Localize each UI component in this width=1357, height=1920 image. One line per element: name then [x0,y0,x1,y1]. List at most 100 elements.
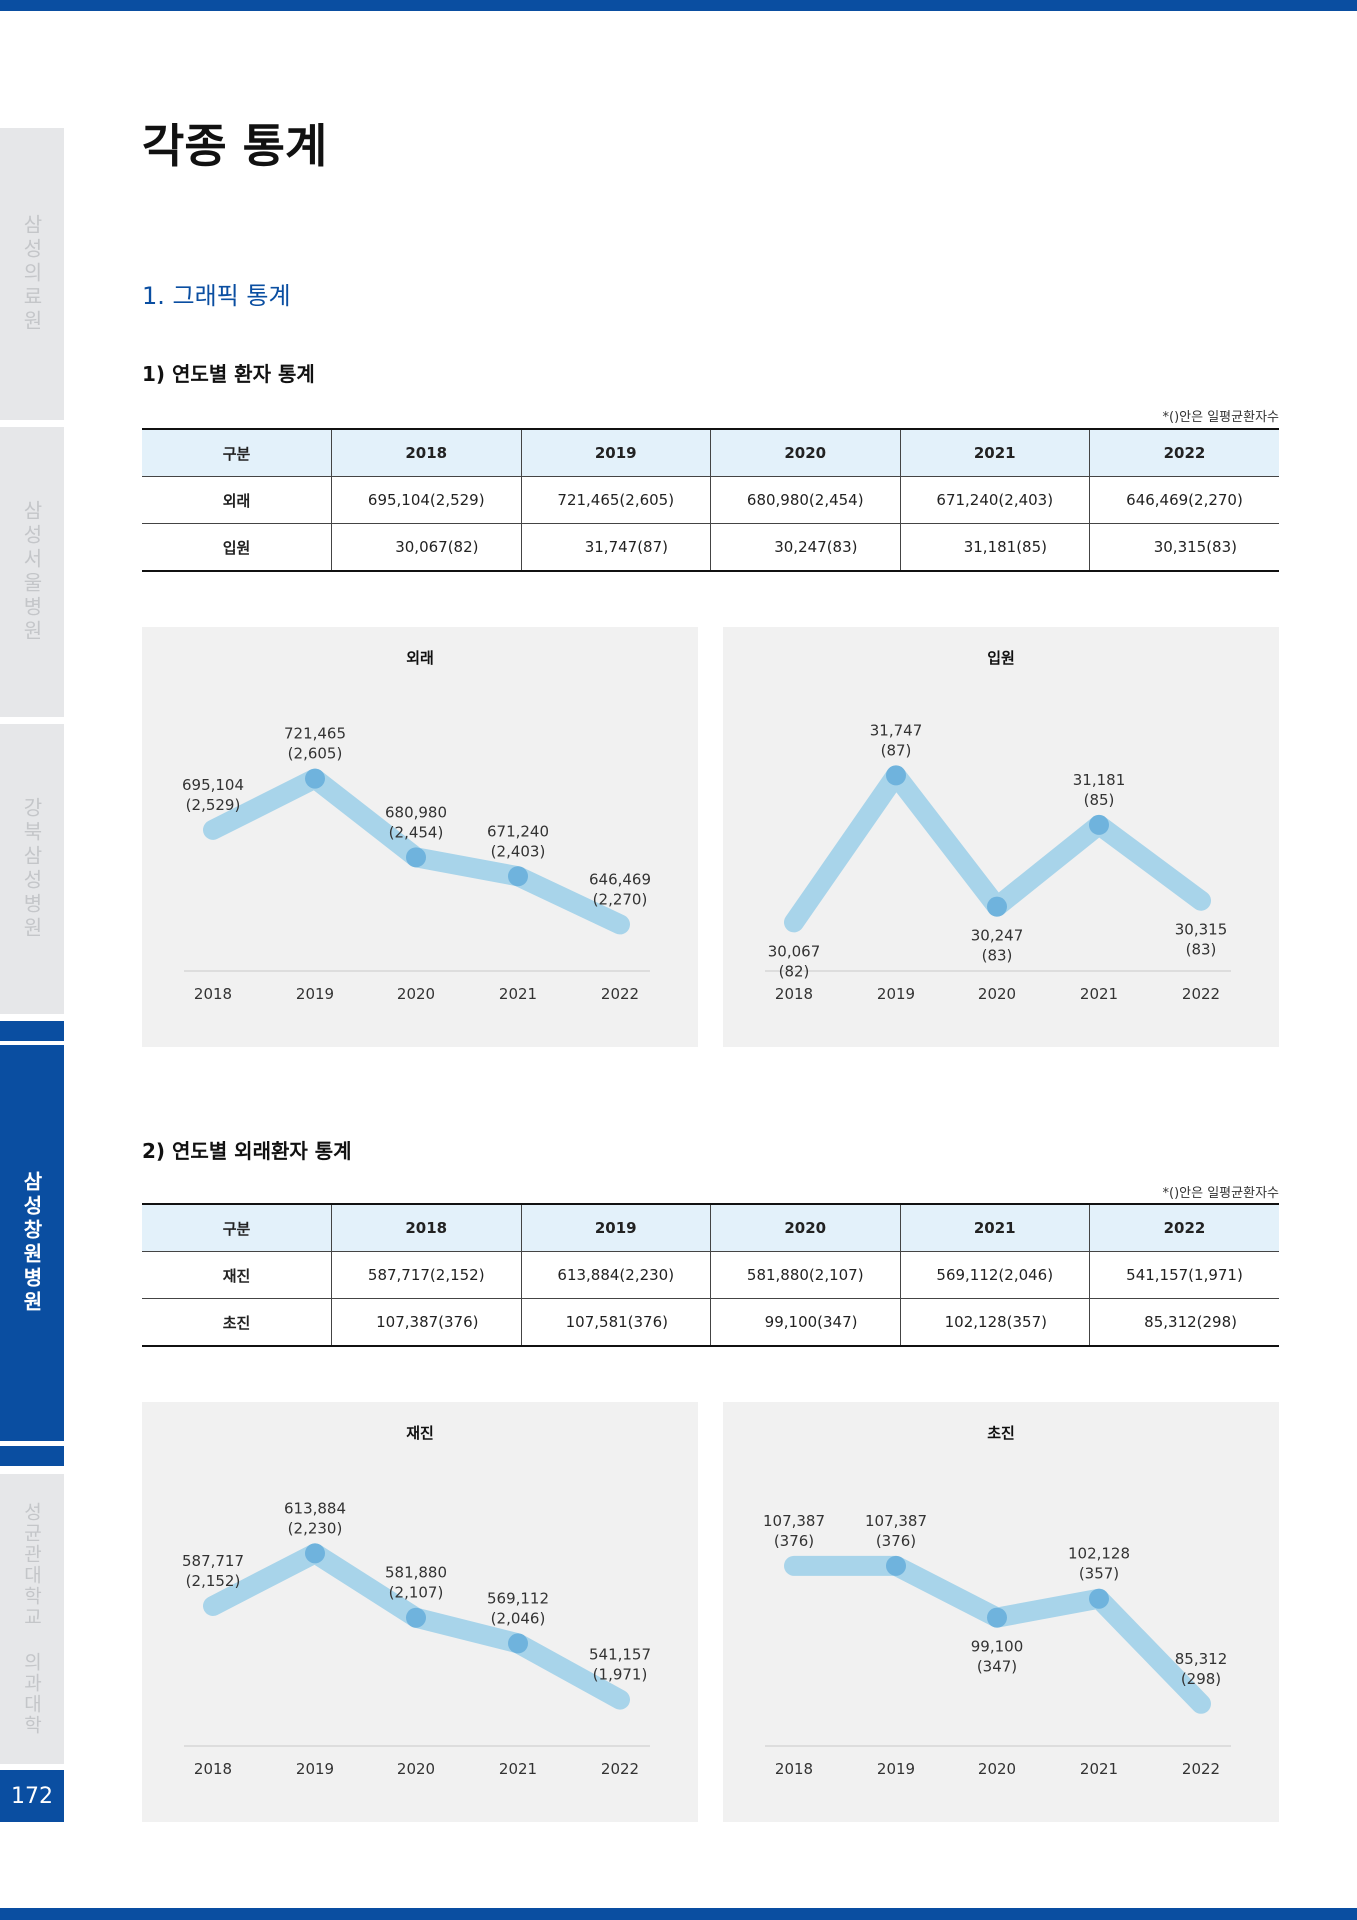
chart-panel-first-visit: 초진 107,387 (376) 107,387 (376) 99,100 (347) 102… [723,1402,1279,1822]
data-sublabel: (1,971) [593,1666,648,1684]
x-tick-label: 2019 [296,985,334,1003]
table-cell: 30,315(83) [1089,523,1279,572]
data-sublabel: (357) [1079,1565,1119,1583]
sidebar-tab-label: 삼성서울병원 [19,500,44,644]
data-label: 30,067 [768,942,821,960]
table-cell: 721,465(2,605) [520,476,711,524]
chart-title: 외래 [406,649,434,667]
page-number: 172 [0,1770,64,1822]
data-point [1089,1588,1109,1609]
data-sublabel: (376) [774,1532,814,1550]
table-cell: 30,067(82) [331,523,521,572]
table-row: 초진 107,387(376) 107,581(376) 99,100(347)… [142,1298,1279,1347]
table-row: 입원 30,067(82) 31,747(87) 30,247(83) 31,1… [142,523,1279,572]
table-cell: 102,128(357) [899,1298,1090,1347]
line-chart-first-visit: 초진 107,387 (376) 107,387 (376) 99,100 (347) 102… [763,1424,1231,1778]
top-accent-bar [0,0,1357,11]
x-tick-label: 2021 [1080,1760,1118,1778]
outpatient-stats-table: 구분 2018 2019 2020 2021 2022 재진 587,717(2… [142,1203,1279,1347]
table-row: 외래 695,104(2,529) 721,465(2,605) 680,980… [142,476,1279,524]
table-header-cell: 2021 [899,1203,1090,1252]
data-sublabel: (85) [1084,791,1115,809]
data-label: 646,469 [589,870,651,888]
data-label: 695,104 [182,776,244,794]
table-cell: 569,112(2,046) [899,1251,1090,1299]
x-tick-label: 2018 [194,985,232,1003]
x-tick-label: 2021 [499,985,537,1003]
data-point [886,765,906,786]
section-heading: 1. 그래픽 통계 [142,282,291,310]
chart-panel-outpatient: 외래 695,104 (2,529) 721,465 (2,605) 680,980 (2,… [142,627,698,1047]
data-sublabel: (87) [881,741,912,759]
table-cell: 581,880(2,107) [710,1251,900,1299]
table-cell: 646,469(2,270) [1089,476,1279,524]
data-sublabel: (2,046) [491,1609,546,1627]
line-chart-revisit: 재진 587,717 (2,152) 613,884 (2,230) 581,880 (2,… [182,1424,651,1778]
chart-title: 초진 [987,1424,1015,1442]
sidebar-tab-kangbuk-samsung-hospital[interactable]: 강북삼성병원 [0,724,64,1014]
x-tick-label: 2020 [397,985,435,1003]
data-sublabel: (376) [876,1532,916,1550]
x-tick-label: 2021 [499,1760,537,1778]
table-header-cell: 2018 [331,1203,521,1252]
x-tick-label: 2019 [296,1760,334,1778]
sidebar-tab-samsung-changwon-hospital[interactable]: 삼성창원병원 [0,1045,64,1441]
data-sublabel: (2,107) [389,1584,444,1602]
sidebar-tab-label: 삼성창원병원 [19,1171,44,1315]
sidebar-tab-samsung-medical-center[interactable]: 삼성의료원 [0,128,64,420]
data-point [406,847,426,868]
sidebar-separator [0,1021,64,1041]
sidebar-tab-samsung-seoul-hospital[interactable]: 삼성서울병원 [0,427,64,717]
x-tick-label: 2018 [194,1760,232,1778]
table-header-cell: 2021 [899,428,1090,477]
table-cell: 671,240(2,403) [899,476,1090,524]
table-cell: 31,181(85) [899,523,1090,572]
table-cell: 587,717(2,152) [331,1251,521,1299]
table-cell: 재진 [142,1251,332,1299]
x-tick-label: 2020 [978,1760,1016,1778]
data-point [305,768,325,789]
table-header-row: 구분 2018 2019 2020 2021 2022 [142,1203,1279,1252]
data-point [987,1607,1007,1628]
sidebar-tab-label: 삼성의료원 [19,214,44,334]
chart-panel-revisit: 재진 587,717 (2,152) 613,884 (2,230) 581,880 (2,… [142,1402,698,1822]
data-point [305,1543,325,1564]
x-tick-label: 2019 [877,985,915,1003]
data-sublabel: (82) [779,962,810,980]
data-sublabel: (83) [982,947,1013,965]
table-header-cell: 2019 [520,1203,711,1252]
table-cell: 680,980(2,454) [710,476,900,524]
data-label: 31,747 [870,721,923,739]
chart-title: 재진 [406,1424,434,1442]
table1-note: *()안은 일평균환자수 [1162,410,1279,425]
table-cell: 107,581(376) [520,1298,711,1347]
table-cell: 99,100(347) [710,1298,900,1347]
table-cell: 입원 [142,523,332,572]
table-cell: 85,312(298) [1089,1298,1279,1347]
chart-title: 입원 [987,649,1015,667]
data-sublabel: (2,529) [186,796,241,814]
sidebar-tab-skku-medicine[interactable]: 성균관대학교 의과대학 [0,1474,64,1764]
series-line [784,1555,1211,1714]
chart-panel-inpatient: 입원 30,067 (82) 31,747 (87) 30,247 (83) 31,181 (8… [723,627,1279,1047]
data-label: 99,100 [971,1638,1024,1656]
table-cell: 31,747(87) [520,523,711,572]
patient-stats-table: 구분 2018 2019 2020 2021 2022 외래 695,104(2… [142,428,1279,572]
x-tick-label: 2022 [601,1760,639,1778]
data-label: 680,980 [385,803,447,821]
table-header-cell: 2018 [331,428,521,477]
table-header-cell: 2022 [1089,428,1279,477]
data-label: 671,240 [487,822,549,840]
data-sublabel: (2,270) [593,890,648,908]
data-label: 30,315 [1175,921,1228,939]
data-sublabel: (298) [1181,1670,1221,1688]
data-point [987,896,1007,917]
data-label: 107,387 [865,1512,927,1530]
sidebar-tab-label: 성균관대학교 의과대학 [20,1502,43,1736]
line-chart-outpatient: 외래 695,104 (2,529) 721,465 (2,605) 680,980 (2,… [182,649,651,1003]
bottom-accent-bar [0,1908,1357,1920]
table-cell: 초진 [142,1298,332,1347]
data-point [1089,814,1109,835]
table-row: 재진 587,717(2,152) 613,884(2,230) 581,880… [142,1251,1279,1299]
data-label: 613,884 [284,1499,346,1517]
